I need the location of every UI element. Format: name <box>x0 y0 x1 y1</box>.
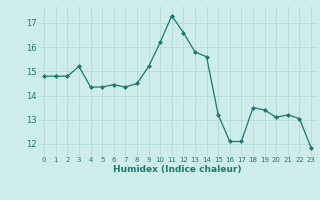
X-axis label: Humidex (Indice chaleur): Humidex (Indice chaleur) <box>113 165 242 174</box>
